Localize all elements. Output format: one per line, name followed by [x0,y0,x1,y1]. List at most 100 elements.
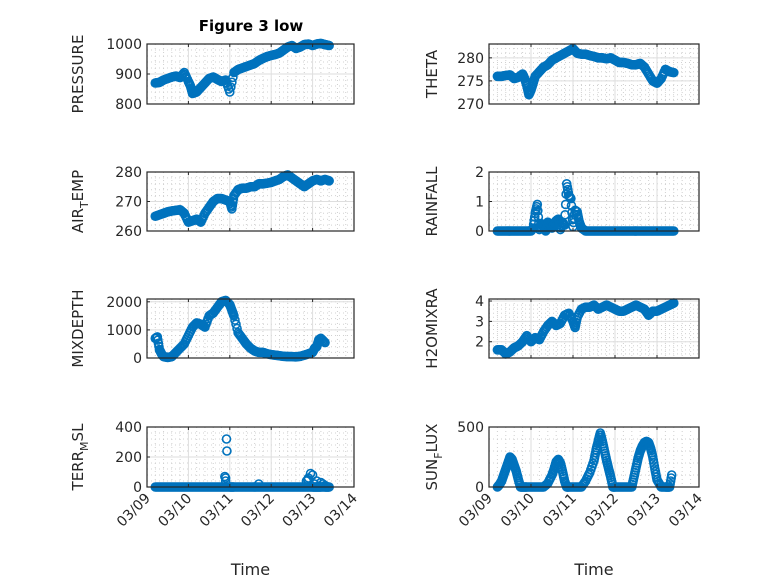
data-point [199,321,209,332]
x-tick-label: 03/13 [280,491,320,531]
y-tick-label: 1000 [106,323,142,339]
y-axis-label-subscript: M [78,441,91,451]
axes-rainfall: 0 1 2 RAINFALL [423,165,700,240]
data-point [226,82,236,92]
y-axis-label-main: PRESSURE [69,35,87,114]
y-axis-label: PRESSURE [69,35,87,114]
axes-terr_msl: 03/09 03/10 03/11 03/12 03/13 03/14 0 200 400 TER… [69,420,361,579]
y-tick-label: 0 [475,224,484,240]
data-point-outlier [320,480,330,491]
data-point-outlier [220,476,231,486]
y-tick-label: 260 [115,224,142,240]
y-tick-label: 500 [457,420,484,436]
data-point [323,175,333,186]
y-tick-label: 0 [475,480,484,496]
y-axis-label-main: RAINFALL [423,166,441,237]
data-point [531,201,542,212]
data-point [227,200,238,211]
data-point [323,40,333,51]
data-point [154,341,164,352]
y-axis-label: AIRTEMP [69,170,91,233]
y-axis-label-main: SUN [423,459,441,491]
y-axis-label-main: THETA [423,49,441,99]
y-tick-label: 270 [115,195,142,211]
data-point [230,315,240,325]
y-tick-label: 270 [457,97,484,113]
data-point [605,470,616,481]
axes-air_temp: 260 270 280 AIRTEMP [69,165,355,240]
x-tick-label: 03/12 [582,491,622,531]
axes-h2omixra: 2 3 4 H2OMIXRA [423,288,700,369]
y-tick-label: 3 [475,314,484,330]
x-tick-label: 03/11 [197,491,237,531]
data-point [597,434,607,445]
data-point [319,336,329,347]
data-point [667,67,678,78]
y-axis-label-main: H2OMIXRA [423,288,441,369]
data-point [533,205,543,216]
x-tick-label: 03/13 [624,491,664,531]
data-point [603,462,613,472]
y-axis-label-subscript: F [432,452,445,458]
data-point [318,335,328,346]
x-tick-label: 03/09 [456,491,496,531]
axes-pressure: 800 900 1000 PRESSURE [69,35,355,114]
x-tick-label: 03/11 [540,491,580,531]
y-tick-label: 1 [475,195,484,211]
data-point-outlier [222,446,232,456]
y-tick-label: 4 [475,294,484,310]
y-tick-label: 800 [115,97,142,113]
axes-sun_flux: 03/09 03/10 03/11 03/12 03/13 03/14 0 500 SUNFLU… [423,420,706,579]
data-point [601,453,611,464]
data-point [227,77,237,88]
data-point [559,219,569,230]
data-point-outlier [253,479,264,489]
axes-theta: 270 275 280 THETA [423,43,700,113]
x-tick-label: 03/10 [155,491,195,531]
y-axis-label-subscript: T [78,201,91,209]
data-point [231,319,241,330]
data-point [590,447,601,458]
axes-frame [146,298,355,359]
y-axis-label: THETA [423,49,441,99]
data-point-outlier [305,468,316,479]
data-point [533,212,544,222]
x-tick-label: 03/09 [114,491,154,531]
data-point-outlier [318,479,328,489]
y-tick-label: 1000 [106,37,142,53]
data-point-outlier [220,473,231,483]
data-point [666,473,676,483]
y-tick-label: 2 [475,335,484,351]
axes-mixdepth: 0 1000 2000 MIXDEPTH [69,289,355,368]
data-point [560,199,571,210]
x-tick-label: 03/14 [321,490,361,530]
x-tick-label: 03/10 [498,491,538,531]
y-tick-label: 200 [115,450,142,466]
data-point [317,334,327,345]
y-axis-label: RAINFALL [423,166,441,237]
data-point-outlier [221,434,232,444]
y-tick-label: 2 [475,165,484,181]
y-axis-label-main: MIXDEPTH [69,289,87,367]
y-axis-label-post: EMP [69,170,87,201]
y-axis-label: TERRMSL [69,423,91,492]
data-point [583,469,594,480]
axes-frame [488,298,700,359]
y-axis-label-main: TERR [69,451,87,492]
x-axis-label: Time [573,560,613,579]
x-tick-label: 03/12 [238,491,278,531]
x-tick-label: 03/14 [666,490,706,530]
y-tick-label: 280 [115,165,142,181]
y-tick-label: 0 [133,351,142,367]
y-tick-label: 275 [457,74,484,90]
y-axis-label-main: AIR [69,208,87,233]
y-tick-label: 400 [115,420,142,436]
y-tick-label: 900 [115,67,142,83]
y-axis-label: MIXDEPTH [69,289,87,367]
axes-frame [488,43,700,105]
data-point [557,464,567,475]
y-axis-label: SUNFLUX [423,424,445,491]
y-axis-label: H2OMIXRA [423,288,441,369]
axes-frame [488,426,700,488]
